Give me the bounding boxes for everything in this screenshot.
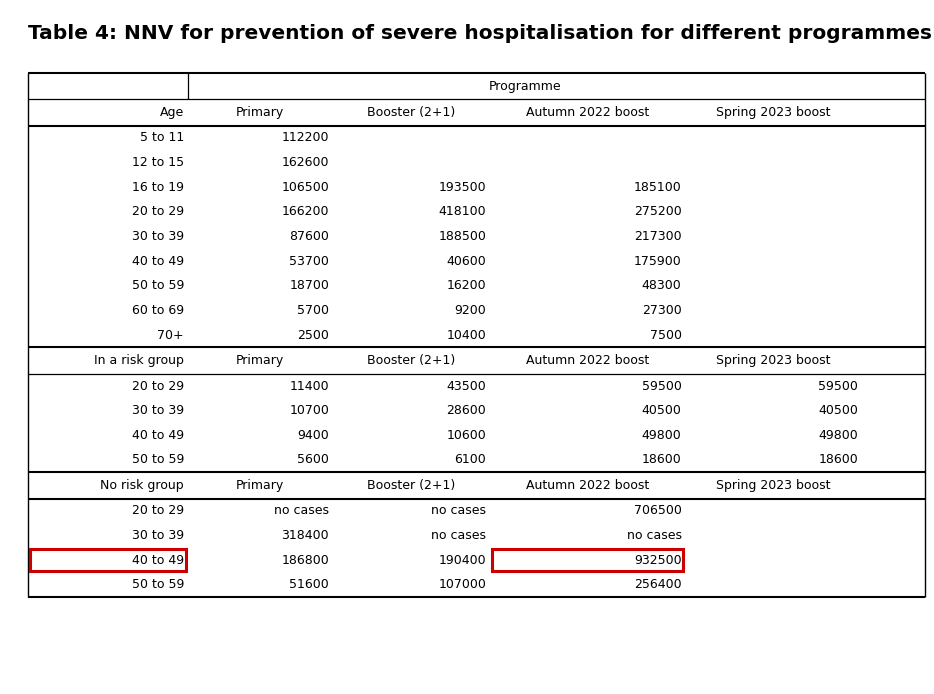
Text: Autumn 2022 boost: Autumn 2022 boost	[526, 479, 649, 492]
Text: 20 to 29: 20 to 29	[132, 505, 184, 518]
Text: Table 4: NNV for prevention of severe hospitalisation for different programmes: Table 4: NNV for prevention of severe ho…	[28, 24, 932, 43]
Text: no cases: no cases	[627, 529, 682, 542]
Text: 27300: 27300	[642, 304, 682, 317]
Text: Booster (2+1): Booster (2+1)	[367, 354, 456, 367]
Text: 18600: 18600	[642, 453, 682, 466]
Text: 10600: 10600	[446, 429, 486, 442]
Text: 40 to 49: 40 to 49	[132, 554, 184, 567]
Text: 70+: 70+	[157, 328, 184, 341]
Text: 10700: 10700	[290, 404, 329, 417]
Text: 30 to 39: 30 to 39	[132, 230, 184, 243]
Text: 51600: 51600	[290, 578, 329, 591]
Text: 185100: 185100	[634, 180, 682, 194]
Text: 40500: 40500	[818, 404, 858, 417]
Text: 162600: 162600	[282, 156, 329, 169]
Text: Autumn 2022 boost: Autumn 2022 boost	[526, 106, 649, 119]
Text: 40600: 40600	[446, 255, 486, 268]
Text: 5 to 11: 5 to 11	[140, 131, 184, 144]
Text: 49800: 49800	[818, 429, 858, 442]
Text: 48300: 48300	[642, 279, 682, 292]
Text: 49800: 49800	[642, 429, 682, 442]
Text: 217300: 217300	[634, 230, 682, 243]
Text: 107000: 107000	[438, 578, 486, 591]
Text: 40 to 49: 40 to 49	[132, 429, 184, 442]
Text: 50 to 59: 50 to 59	[132, 578, 184, 591]
Text: 112200: 112200	[282, 131, 329, 144]
Text: 256400: 256400	[634, 578, 682, 591]
Text: Primary: Primary	[236, 354, 284, 367]
Text: 53700: 53700	[290, 255, 329, 268]
Text: 5600: 5600	[297, 453, 329, 466]
Text: 40 to 49: 40 to 49	[132, 255, 184, 268]
Text: 9400: 9400	[297, 429, 329, 442]
Text: 20 to 29: 20 to 29	[132, 380, 184, 393]
Text: 87600: 87600	[290, 230, 329, 243]
Text: 706500: 706500	[633, 505, 682, 518]
Text: 7500: 7500	[649, 328, 682, 341]
Text: 275200: 275200	[634, 205, 682, 219]
Text: Primary: Primary	[236, 479, 284, 492]
Text: Programme: Programme	[488, 80, 561, 92]
Text: no cases: no cases	[275, 505, 329, 518]
Text: 106500: 106500	[281, 180, 329, 194]
Text: Booster (2+1): Booster (2+1)	[367, 106, 456, 119]
Text: 188500: 188500	[438, 230, 486, 243]
Text: 28600: 28600	[446, 404, 486, 417]
Text: Spring 2023 boost: Spring 2023 boost	[716, 354, 831, 367]
Text: Spring 2023 boost: Spring 2023 boost	[716, 479, 831, 492]
Text: 30 to 39: 30 to 39	[132, 404, 184, 417]
Text: Autumn 2022 boost: Autumn 2022 boost	[526, 354, 649, 367]
Text: 318400: 318400	[281, 529, 329, 542]
Text: 40500: 40500	[642, 404, 682, 417]
Text: No risk group: No risk group	[100, 479, 184, 492]
Text: 18700: 18700	[290, 279, 329, 292]
Text: no cases: no cases	[432, 529, 486, 542]
Text: 6100: 6100	[454, 453, 486, 466]
Text: 175900: 175900	[634, 255, 682, 268]
Text: 43500: 43500	[446, 380, 486, 393]
Text: 932500: 932500	[634, 554, 682, 567]
Text: 5700: 5700	[297, 304, 329, 317]
Text: 60 to 69: 60 to 69	[132, 304, 184, 317]
Text: 16 to 19: 16 to 19	[132, 180, 184, 194]
Text: 18600: 18600	[818, 453, 858, 466]
Text: 20 to 29: 20 to 29	[132, 205, 184, 219]
Text: 166200: 166200	[282, 205, 329, 219]
Text: 190400: 190400	[438, 554, 486, 567]
Text: 418100: 418100	[438, 205, 486, 219]
Text: 10400: 10400	[446, 328, 486, 341]
Text: 59500: 59500	[642, 380, 682, 393]
Text: 12 to 15: 12 to 15	[132, 156, 184, 169]
Text: 11400: 11400	[290, 380, 329, 393]
Text: Spring 2023 boost: Spring 2023 boost	[716, 106, 831, 119]
Text: In a risk group: In a risk group	[94, 354, 184, 367]
Text: no cases: no cases	[432, 505, 486, 518]
Text: Booster (2+1): Booster (2+1)	[367, 479, 456, 492]
Text: Primary: Primary	[236, 106, 284, 119]
Text: 9200: 9200	[454, 304, 486, 317]
Text: 186800: 186800	[281, 554, 329, 567]
Text: 2500: 2500	[297, 328, 329, 341]
Text: 30 to 39: 30 to 39	[132, 529, 184, 542]
Text: 193500: 193500	[438, 180, 486, 194]
Text: 59500: 59500	[818, 380, 858, 393]
Text: 50 to 59: 50 to 59	[132, 279, 184, 292]
Text: 50 to 59: 50 to 59	[132, 453, 184, 466]
Text: Age: Age	[160, 106, 184, 119]
Text: 16200: 16200	[446, 279, 486, 292]
